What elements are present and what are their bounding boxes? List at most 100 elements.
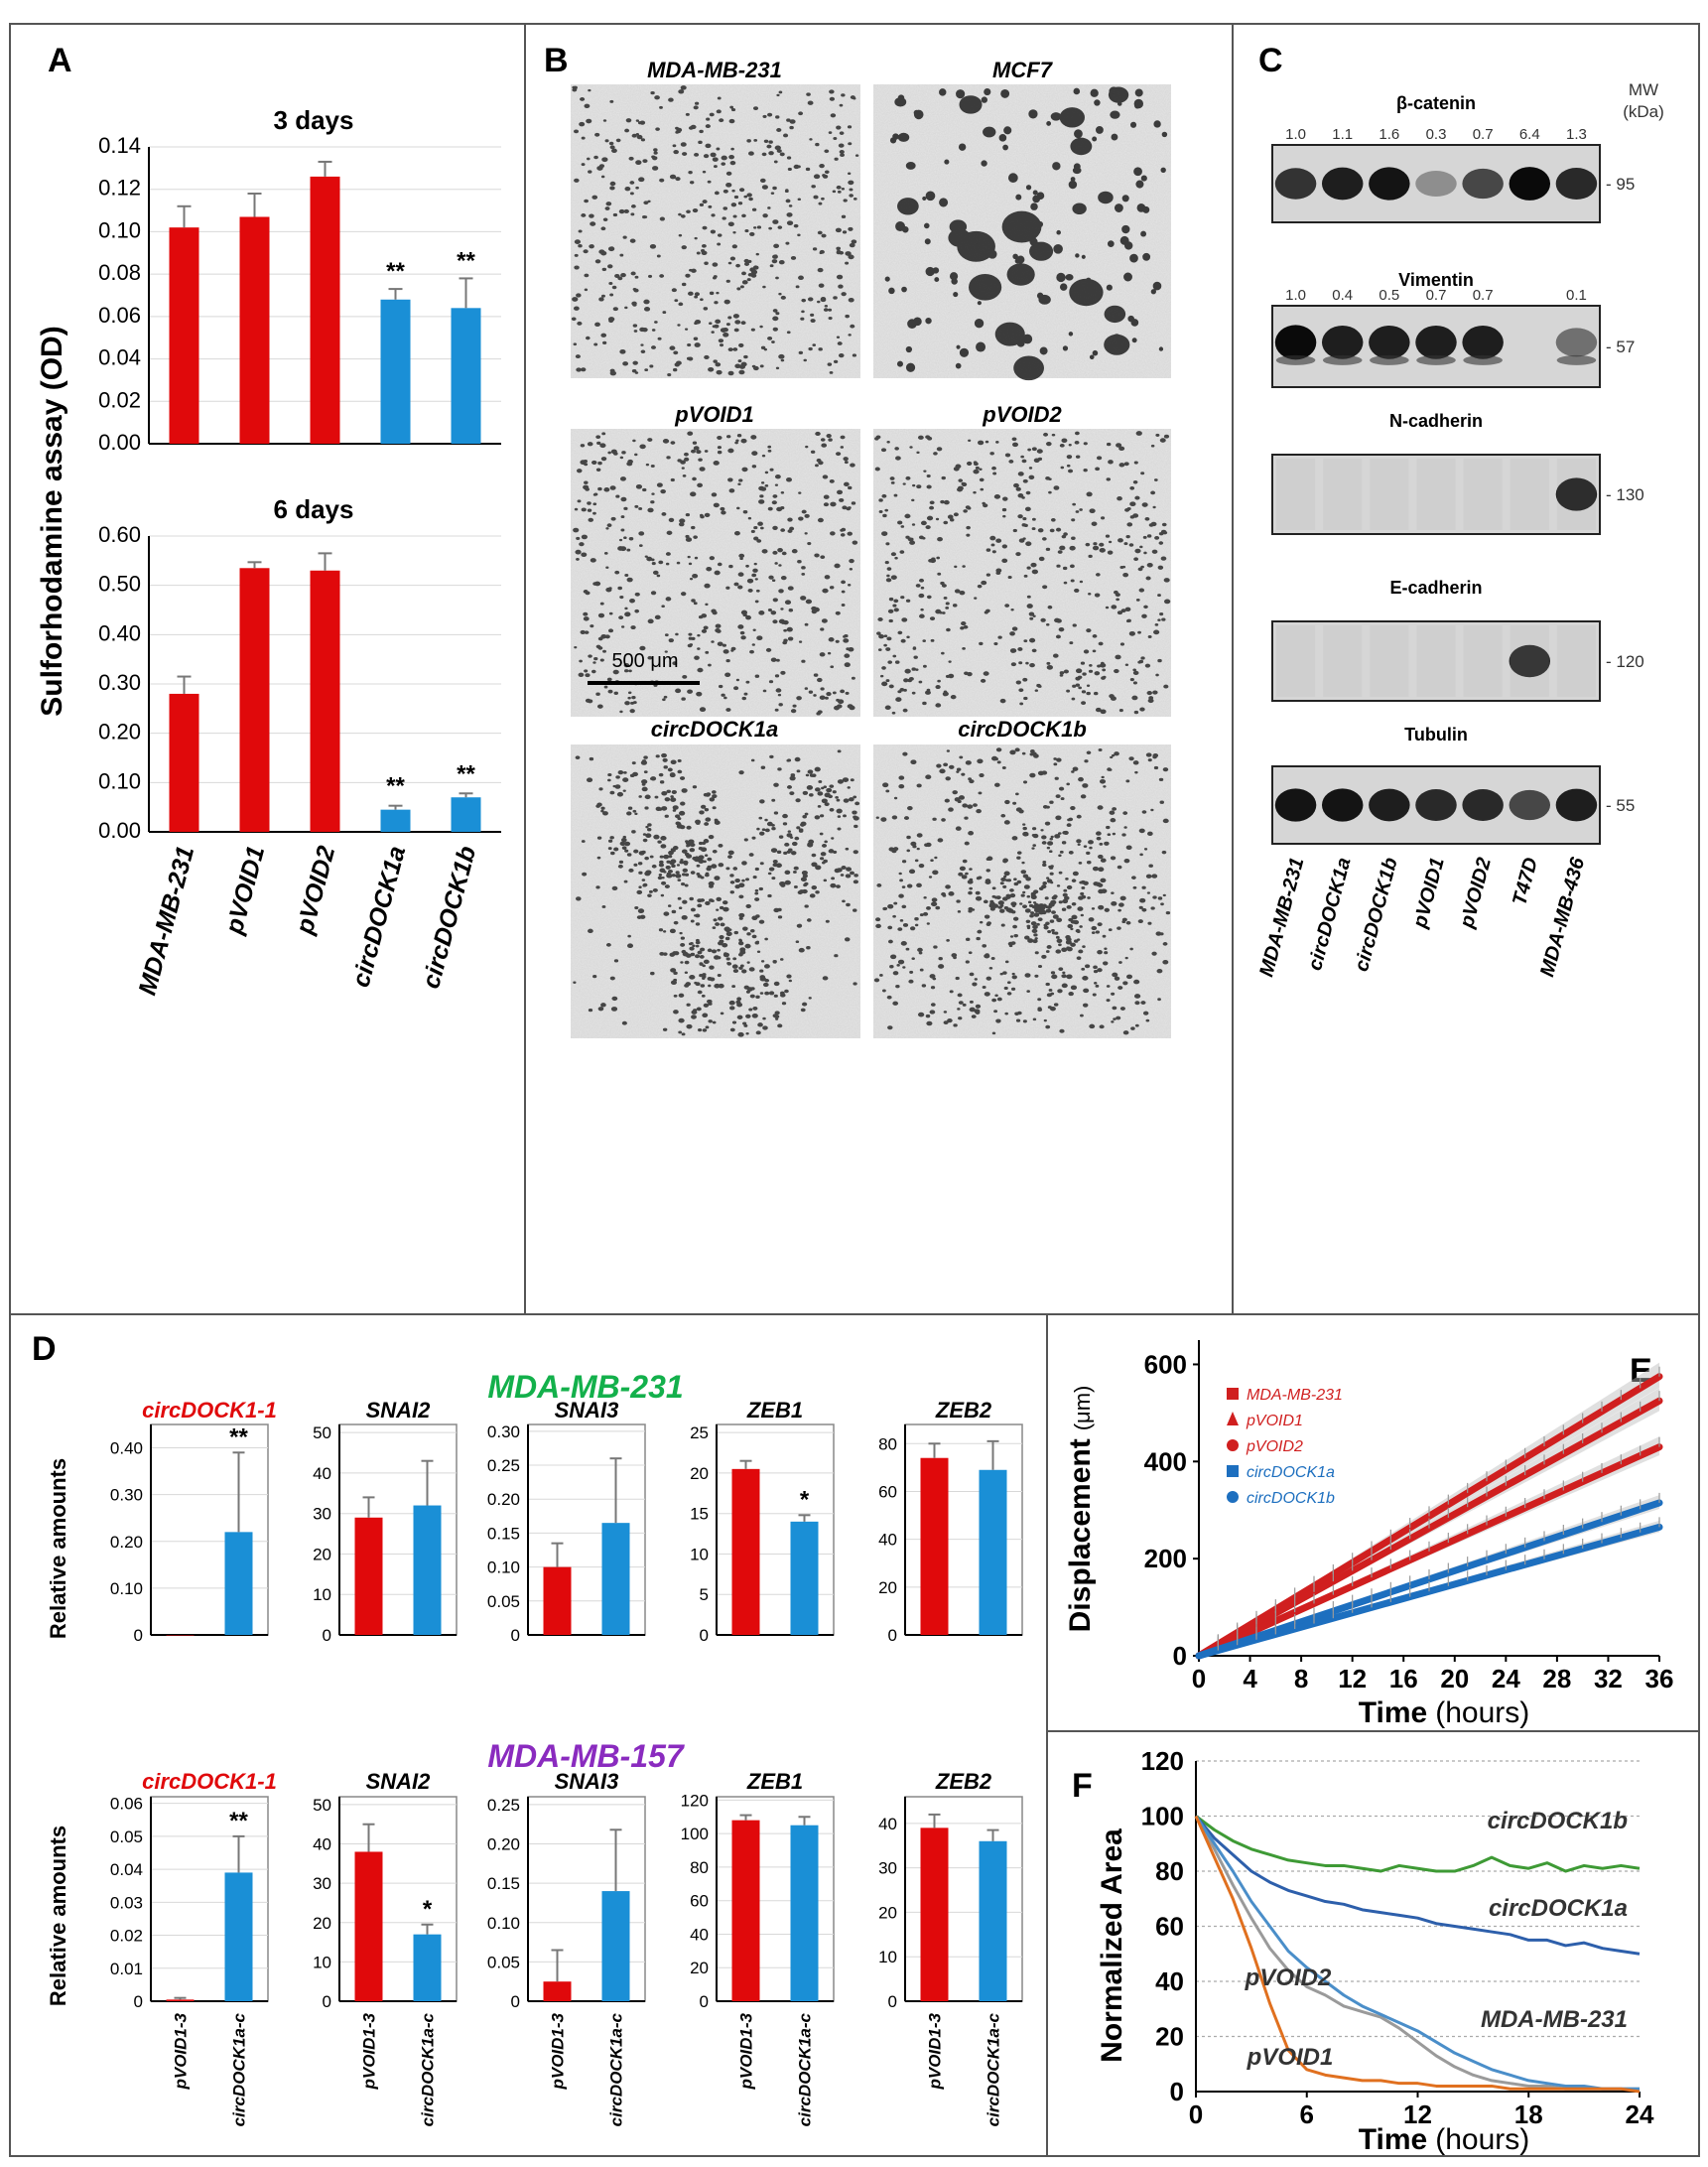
panel-e-ylabel-text: Displacement	[1064, 1438, 1097, 1632]
blot-beta-catenin: β-catenin - 95 1.0 1.1 1.6 0.3 0.7 6.4 1.3	[1271, 93, 1635, 223]
panel-d-category-label: pVOID1-3	[549, 2012, 568, 2090]
blot-lane-background	[1463, 459, 1503, 530]
panel-a-bottom-ytick-label: 0.60	[98, 522, 141, 547]
lane-label-pvoid2: pVOID2	[1456, 856, 1496, 931]
panel-a: A Sulforhodamine assay (OD) 3 days 6 day…	[36, 42, 501, 998]
blot-lane-background	[1556, 625, 1596, 697]
panel-c-mw-unit: (kDa)	[1623, 102, 1664, 121]
micrograph-cells	[571, 85, 859, 377]
lane-label-t47d: T47D	[1509, 856, 1542, 908]
panel-e-xtick-label: 16	[1389, 1664, 1418, 1693]
blot-quant-value: 6.4	[1519, 126, 1540, 143]
panel-d-chart-ytick-label: 10	[313, 1953, 331, 1971]
panel-a-bottom-bar-pvoid2	[310, 570, 340, 832]
panel-d-category-label: circDOCK1a-c	[607, 2012, 626, 2126]
panel-d-chart-1-zeb2: ZEB2 80 60 40 20 0	[878, 1398, 1023, 1645]
panel-a-bottom-chart: 0.60 0.50 0.40 0.30 0.20 0.10 0.00 ** **	[98, 522, 501, 843]
panel-d-chart-ytick-label: 0.04	[110, 1860, 143, 1879]
lane-label-pvoid1: pVOID1	[1409, 856, 1449, 931]
blot-membrane	[1271, 454, 1601, 535]
panel-d-chart-ytick-label: 0.15	[487, 1524, 520, 1543]
panel-d-chart-ytick-label: 0	[700, 1626, 709, 1645]
panel-b-label-circdock1b: circDOCK1b	[958, 717, 1087, 742]
blot-quant-value: 0.7	[1473, 126, 1494, 143]
panel-d-chart-ytick-label: 0	[700, 1992, 709, 2011]
blot-lane-background	[1510, 459, 1549, 530]
blot-title: N-cadherin	[1389, 411, 1483, 431]
blot-lane-background	[1323, 459, 1363, 530]
blot-band	[1321, 788, 1364, 822]
panel-f: F Normalized Area Time (hours) 1201008060…	[1072, 1746, 1654, 2156]
panel-d-chart-title: circDOCK1-1	[142, 1398, 277, 1422]
panel-a-top-significance: **	[386, 258, 405, 285]
panel-d-chart-ytick-label: 40	[878, 1815, 897, 1833]
lane-label-circdock1b: circDOCK1b	[1351, 856, 1402, 974]
panel-e-chart: 600 400 200 00 4 8 12 16 20 24 28 32 36 MDA-MB-231 pVO…	[1144, 1340, 1673, 1693]
panel-d-chart-ytick-label: 40	[878, 1531, 897, 1550]
panel-a-bottom-significance: **	[386, 773, 405, 800]
panel-f-frame	[1046, 1730, 1700, 2157]
legend-marker-triangle	[1227, 1412, 1239, 1425]
legend-marker-square	[1227, 1465, 1239, 1477]
panel-d-chart-ytick-label: 0	[134, 1626, 143, 1645]
panel-d-chart-bar-circdock1a-c	[224, 1532, 253, 1635]
panel-d-chart-ytick-label: 0.10	[487, 1558, 520, 1577]
blot-band	[1274, 325, 1317, 360]
panel-d-chart-bar-pvoid1-3	[731, 1468, 760, 1635]
panel-d-category-label: pVOID1-3	[737, 2012, 756, 2090]
micrograph-mcf7	[873, 84, 1171, 381]
blot-quant-value: 0.1	[1566, 287, 1587, 304]
panel-d-chart-1-snai3: SNAI3 0.30 0.25 0.20 0.15 0.10 0.05 0	[487, 1398, 646, 1645]
panel-d-chart-ytick-label: 0.20	[487, 1490, 520, 1509]
panel-d-chart-title: SNAI3	[555, 1398, 619, 1422]
blot-title: Tubulin	[1404, 725, 1468, 745]
blot-band	[1509, 644, 1551, 678]
panel-d-chart-ytick-label: 0.01	[110, 1960, 143, 1978]
panel-d-significance: *	[423, 1896, 433, 1923]
panel-f-series-mda-mb-231	[1194, 1815, 1640, 2091]
blot-title: β-catenin	[1396, 93, 1476, 113]
panel-e-xtick-label: 12	[1338, 1664, 1367, 1693]
panel-a-bottom-ytick-label: 0.10	[98, 768, 141, 793]
micrograph-circdock1b	[873, 745, 1171, 1038]
legend-label-circdock1a: circDOCK1a	[1247, 1464, 1335, 1481]
panel-d-chart-ytick-label: 0	[511, 1626, 520, 1645]
panel-d-chart-ytick-label: 0.25	[487, 1456, 520, 1475]
panel-a-top-bar-mda-mb-231	[169, 227, 199, 444]
blot-lane-background	[1276, 625, 1316, 697]
panel-a-bottom-ytick-label: 0.50	[98, 572, 141, 597]
panel-a-bottom-bar-circdock1b	[451, 797, 481, 832]
panel-a-top-ytick-label: 0.06	[98, 303, 141, 328]
panel-d-chart-ytick-label: 40	[690, 1925, 709, 1944]
panel-d-chart-ytick-label: 0.20	[487, 1835, 520, 1854]
panel-e-xtick-label: 28	[1542, 1664, 1571, 1693]
panel-e-ytick-label: 600	[1144, 1349, 1187, 1379]
panel-d-chart-ytick-label: 0	[323, 1626, 331, 1645]
panel-d-chart-bar-circdock1a-c	[979, 1840, 1007, 2001]
panel-d-category-label: circDOCK1a-c	[419, 2012, 438, 2126]
panel-c-blots: β-catenin - 95 1.0 1.1 1.6 0.3 0.7 6.4 1.3 Viment…	[1271, 93, 1644, 845]
panel-d-chart-ytick-label: 0.30	[110, 1486, 143, 1505]
panel-d-chart-ytick-label: 60	[878, 1482, 897, 1501]
panel-d-chart-ytick-label: 0	[511, 1992, 520, 2011]
panel-a-category-pvoid1: pVOID1	[220, 843, 271, 937]
panel-f-ytick-label: 60	[1155, 1912, 1184, 1942]
blot-lane-background	[1463, 625, 1503, 697]
blot-band	[1462, 168, 1504, 200]
blot-band-secondary	[1463, 354, 1503, 365]
blot-vimentin: Vimentin - 57 1.0 0.4 0.5 0.7 0.7 0.1	[1271, 270, 1635, 388]
blot-title: E-cadherin	[1389, 578, 1482, 598]
blot-band	[1462, 326, 1504, 359]
panel-d-category-label: circDOCK1a-c	[985, 2012, 1003, 2126]
panel-d-chart-ytick-label: 0	[888, 1626, 897, 1645]
panel-f-label-pvoid2: pVOID2	[1245, 1964, 1332, 1991]
panel-a-top-chart: 0.14 0.12 0.10 0.08 0.06 0.04 0.02 0.00 ** **	[98, 133, 501, 455]
panel-e-ytick-label: 400	[1144, 1446, 1187, 1476]
panel-f-letter: F	[1072, 1767, 1093, 1805]
panel-e-ytick-label: 0	[1173, 1641, 1187, 1671]
panel-d-chart-title: ZEB2	[935, 1769, 992, 1794]
blot-band	[1369, 788, 1410, 822]
blot-band	[1321, 167, 1364, 201]
micrograph-pvoid2	[873, 429, 1171, 717]
panel-a-top-bar-pvoid1	[239, 216, 270, 444]
